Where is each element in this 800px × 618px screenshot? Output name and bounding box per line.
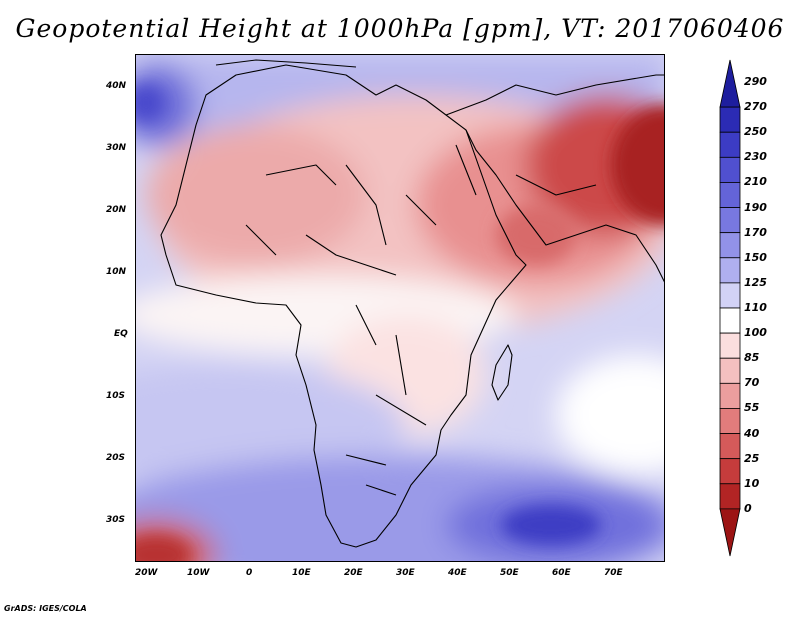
colorbar-label: 230 [744,150,767,164]
credit-text: GrADS: IGES/COLA [4,604,87,613]
asia-coast [445,74,664,283]
lon-label: 60E [552,568,571,578]
chart-title: Geopotential Height at 1000hPa [gpm], VT… [15,14,785,43]
lat-label: 40N [106,81,127,91]
colorbar-label: 190 [744,200,767,214]
lat-label: EQ [114,329,128,339]
colorbar-segment [719,357,741,384]
map-panel [135,54,665,562]
africa-coast [160,64,527,548]
lon-label: 20E [344,568,363,578]
lat-label: 30S [106,515,126,525]
colorbar-segment [719,282,741,309]
colorbar-segment [719,156,741,183]
colorbar-label: 70 [744,376,760,390]
colorbar-label: 150 [744,250,767,264]
colorbar-segment [719,408,741,434]
lon-label: 20W [135,568,158,578]
height-field-detail [136,85,664,561]
coastlines [160,59,664,548]
colorbar-segment [719,257,741,284]
colorbar-segment [719,332,741,359]
colorbar-label: 100 [744,326,767,340]
colorbar-segment [719,483,741,510]
colorbar-segment [719,307,741,334]
colorbar-segment [719,433,741,460]
colorbar-label: 210 [744,175,767,189]
colorbar-label: 40 [744,426,760,440]
lon-label: 0 [246,568,253,578]
lat-label: 10S [106,391,126,401]
lon-label: 30E [396,568,415,578]
map-svg [136,55,664,561]
colorbar-segment [719,207,741,234]
colorbar-segment [719,106,741,133]
colorbar-segment [719,131,741,158]
colorbar-label: 290 [744,75,767,88]
lon-label: 50E [500,568,519,578]
lon-label: 40E [448,568,467,578]
colorbar-segment [719,232,741,259]
colorbar-label: 270 [744,100,767,114]
colorbar-label: 250 [744,125,767,139]
lat-label: 20S [106,453,126,463]
colorbar [719,59,741,557]
colorbar-label: 85 [744,351,760,365]
lon-label: 10E [292,568,311,578]
lat-label: 10N [106,267,127,277]
colorbar-segment [719,382,741,409]
lon-label: 70E [604,568,623,578]
colorbar-label: 0 [744,501,752,515]
country-borders [245,144,597,496]
madagascar [491,344,513,401]
lat-label: 30N [106,143,127,153]
colorbar-segment [719,508,741,557]
colorbar-segment [719,182,741,208]
colorbar-label: 110 [744,301,767,314]
colorbar-label: 55 [744,401,760,415]
colorbar-label: 10 [744,476,760,490]
colorbar-label: 125 [744,275,767,289]
lat-label: 20N [106,205,127,215]
europe-coast [215,59,357,68]
colorbar-label: 170 [744,225,767,239]
lon-label: 10W [187,568,210,578]
colorbar-label: 25 [744,451,760,465]
colorbar-segment [719,59,741,108]
colorbar-segment [719,458,741,485]
